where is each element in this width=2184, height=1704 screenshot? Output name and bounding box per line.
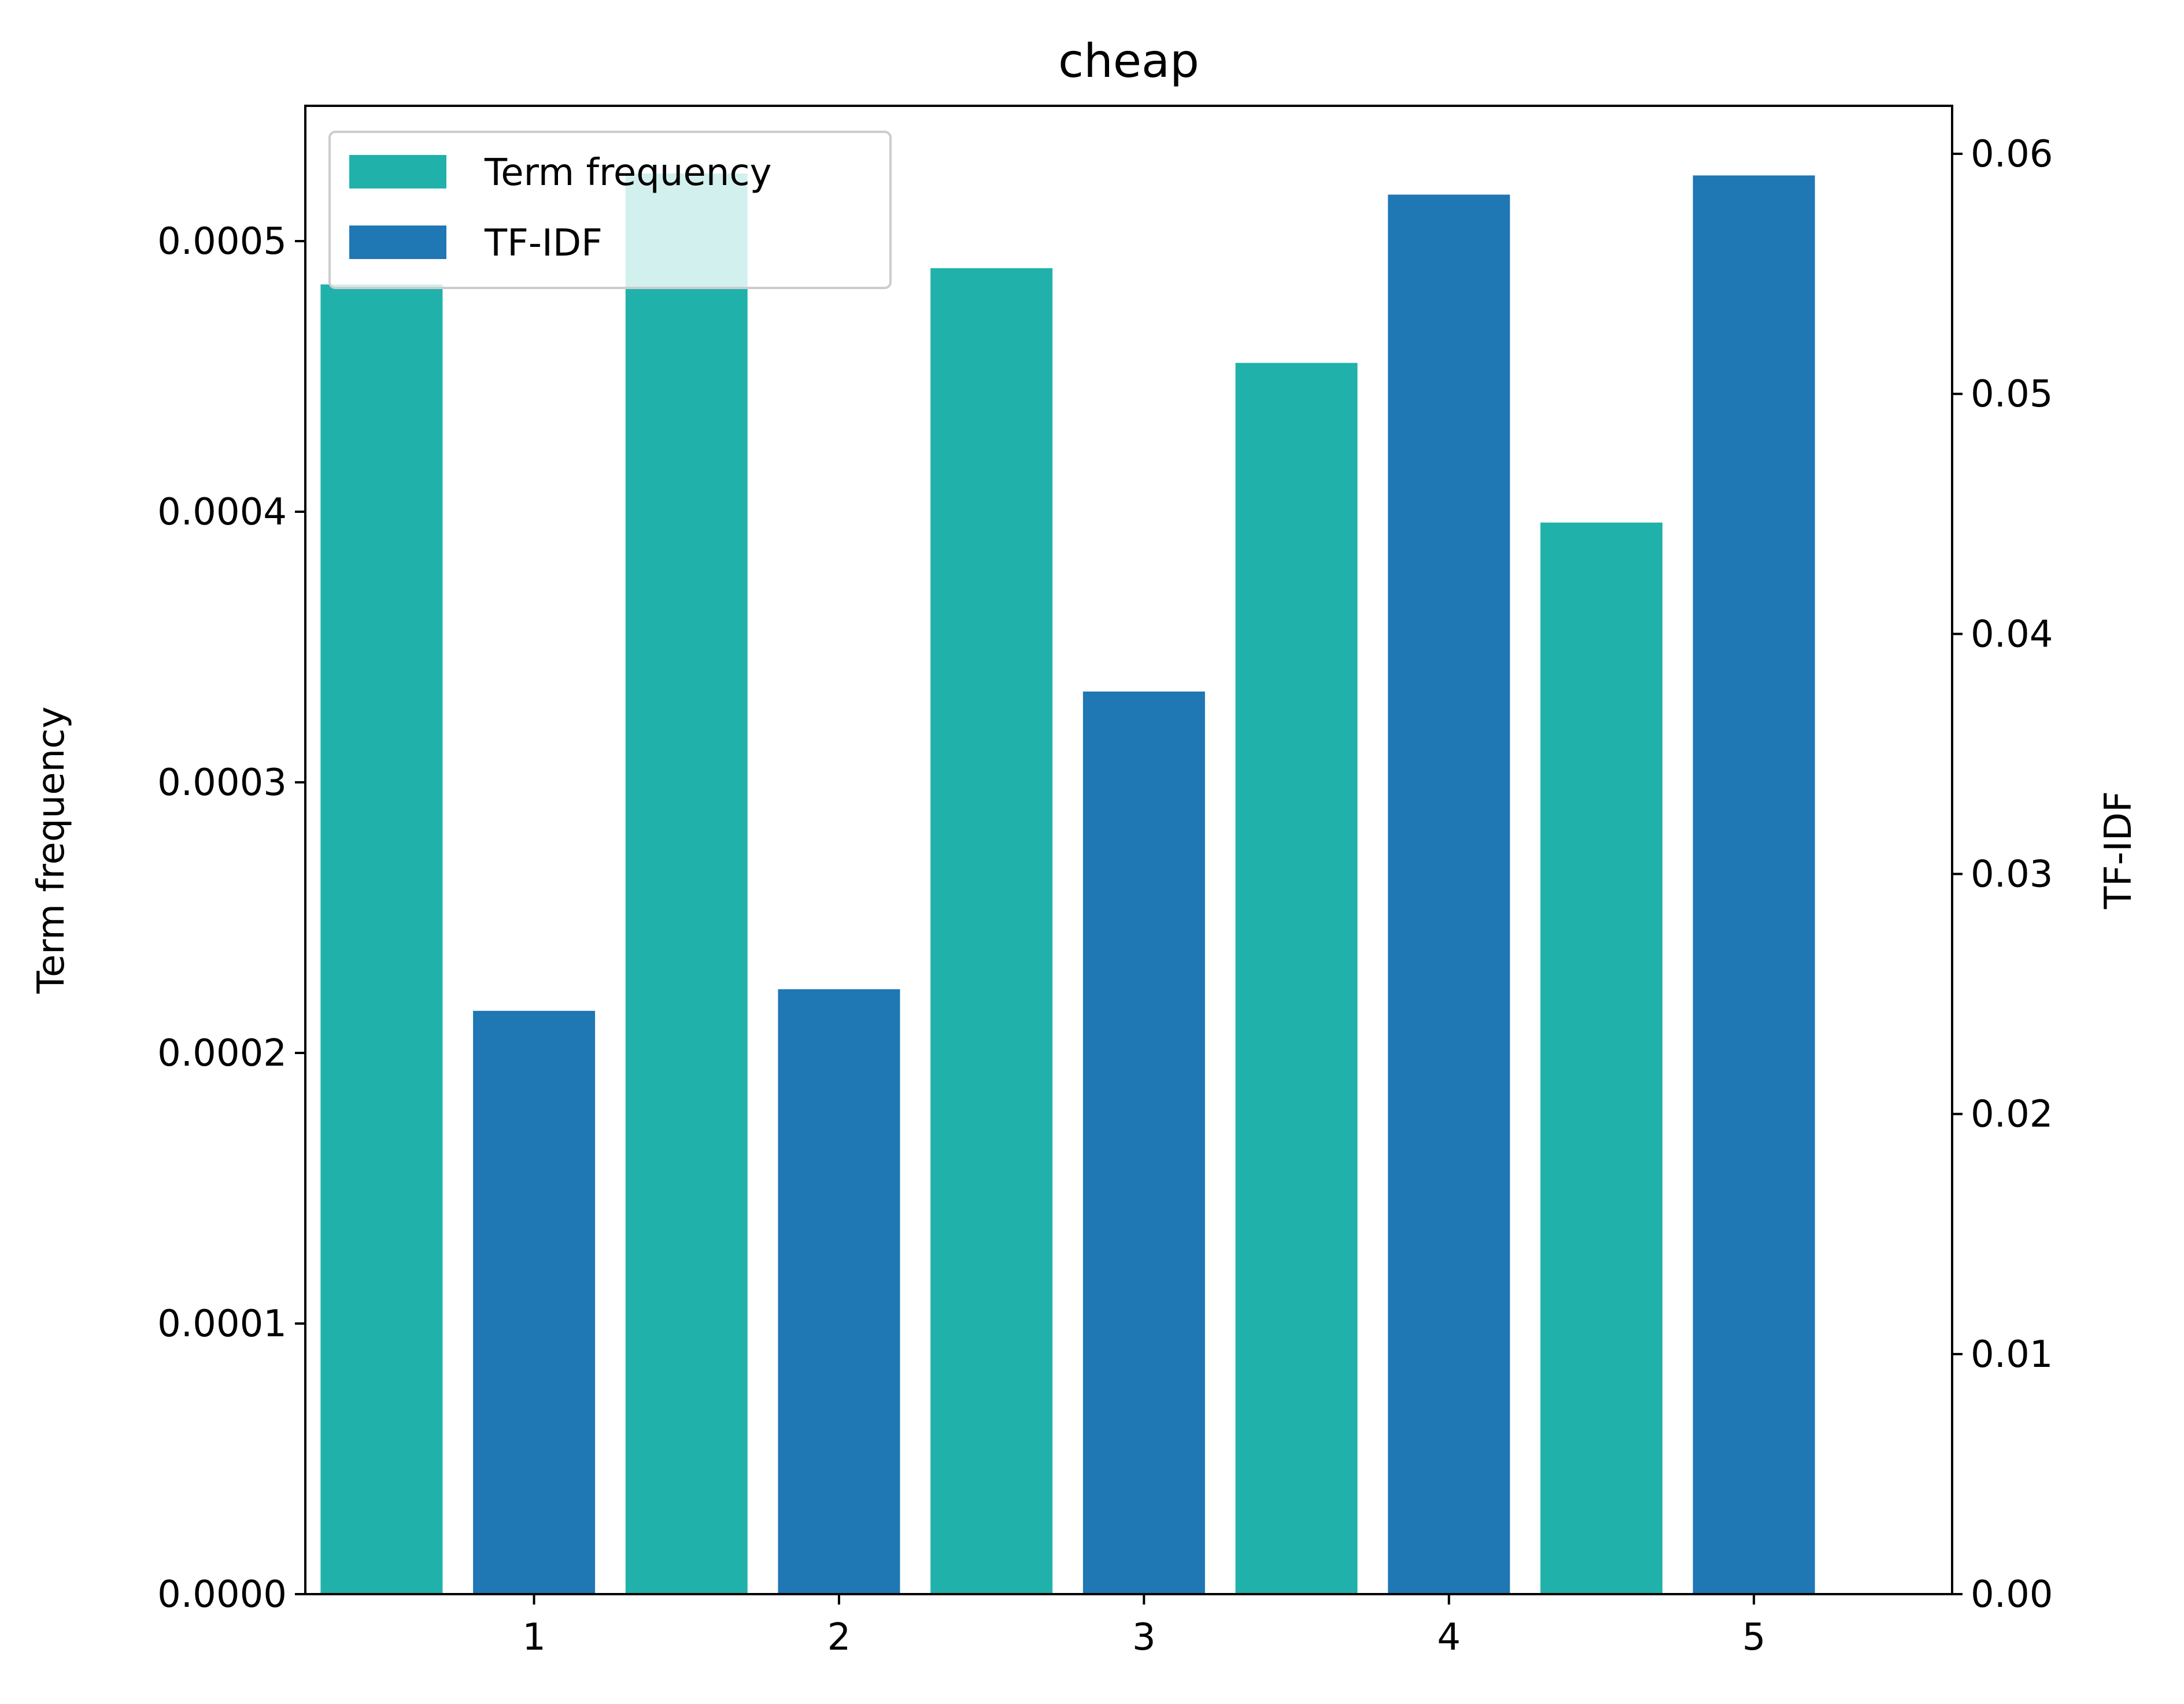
bar-term-frequency-5 <box>1540 522 1662 1595</box>
right-tick-label: 0.04 <box>1971 613 2053 656</box>
right-axis-ticks: 0.00 0.01 0.02 0.03 0.04 0.05 0.06 <box>1952 133 2053 1616</box>
x-tick-label: 2 <box>827 1616 851 1659</box>
x-tick-label: 3 <box>1132 1616 1156 1659</box>
x-tick-label: 4 <box>1437 1616 1461 1659</box>
left-tick-label: 0.0004 <box>157 491 287 534</box>
bar-tf-idf-5 <box>1692 175 1815 1595</box>
legend-box <box>328 131 892 289</box>
chart-title: cheap <box>1058 34 1199 88</box>
bar-term-frequency-1 <box>320 284 443 1595</box>
bar-term-frequency-4 <box>1235 363 1358 1594</box>
legend-label-term-frequency: Term frequency <box>484 151 771 194</box>
legend: Term frequency TF-IDF <box>328 131 892 289</box>
plot-frame <box>304 105 1953 1595</box>
right-axis-title: TF-IDF <box>2097 791 2140 910</box>
x-tick-label: 1 <box>522 1616 546 1659</box>
legend-label-tf-idf: TF-IDF <box>484 222 603 265</box>
left-tick-label: 0.0003 <box>157 762 287 804</box>
legend-swatch-tf-idf <box>349 226 446 259</box>
x-tick-label: 5 <box>1742 1616 1766 1659</box>
bars-layer <box>320 173 1815 1595</box>
right-tick-label: 0.06 <box>1971 133 2053 176</box>
left-tick-label: 0.0002 <box>157 1032 287 1075</box>
bar-term-frequency-2 <box>625 173 748 1594</box>
right-tick-label: 0.00 <box>1971 1573 2053 1616</box>
right-tick-label: 0.03 <box>1971 853 2053 896</box>
left-tick-label: 0.0000 <box>157 1573 287 1616</box>
legend-swatch-term-frequency <box>349 155 446 188</box>
left-tick-label: 0.0005 <box>157 220 287 263</box>
bar-tf-idf-3 <box>1082 692 1205 1594</box>
left-axis-ticks: 0.0000 0.0001 0.0002 0.0003 0.0004 0.0005 <box>157 220 305 1616</box>
left-tick-label: 0.0001 <box>157 1303 287 1346</box>
bar-term-frequency-3 <box>930 268 1053 1594</box>
right-tick-label: 0.05 <box>1971 373 2053 416</box>
left-axis-title: Term frequency <box>30 707 73 994</box>
bar-tf-idf-1 <box>473 1011 596 1594</box>
x-axis-ticks: 1 2 3 4 5 <box>522 1594 1766 1659</box>
bar-tf-idf-2 <box>778 989 900 1594</box>
right-tick-label: 0.02 <box>1971 1093 2053 1136</box>
right-tick-label: 0.01 <box>1971 1333 2053 1376</box>
bar-tf-idf-4 <box>1388 194 1510 1594</box>
